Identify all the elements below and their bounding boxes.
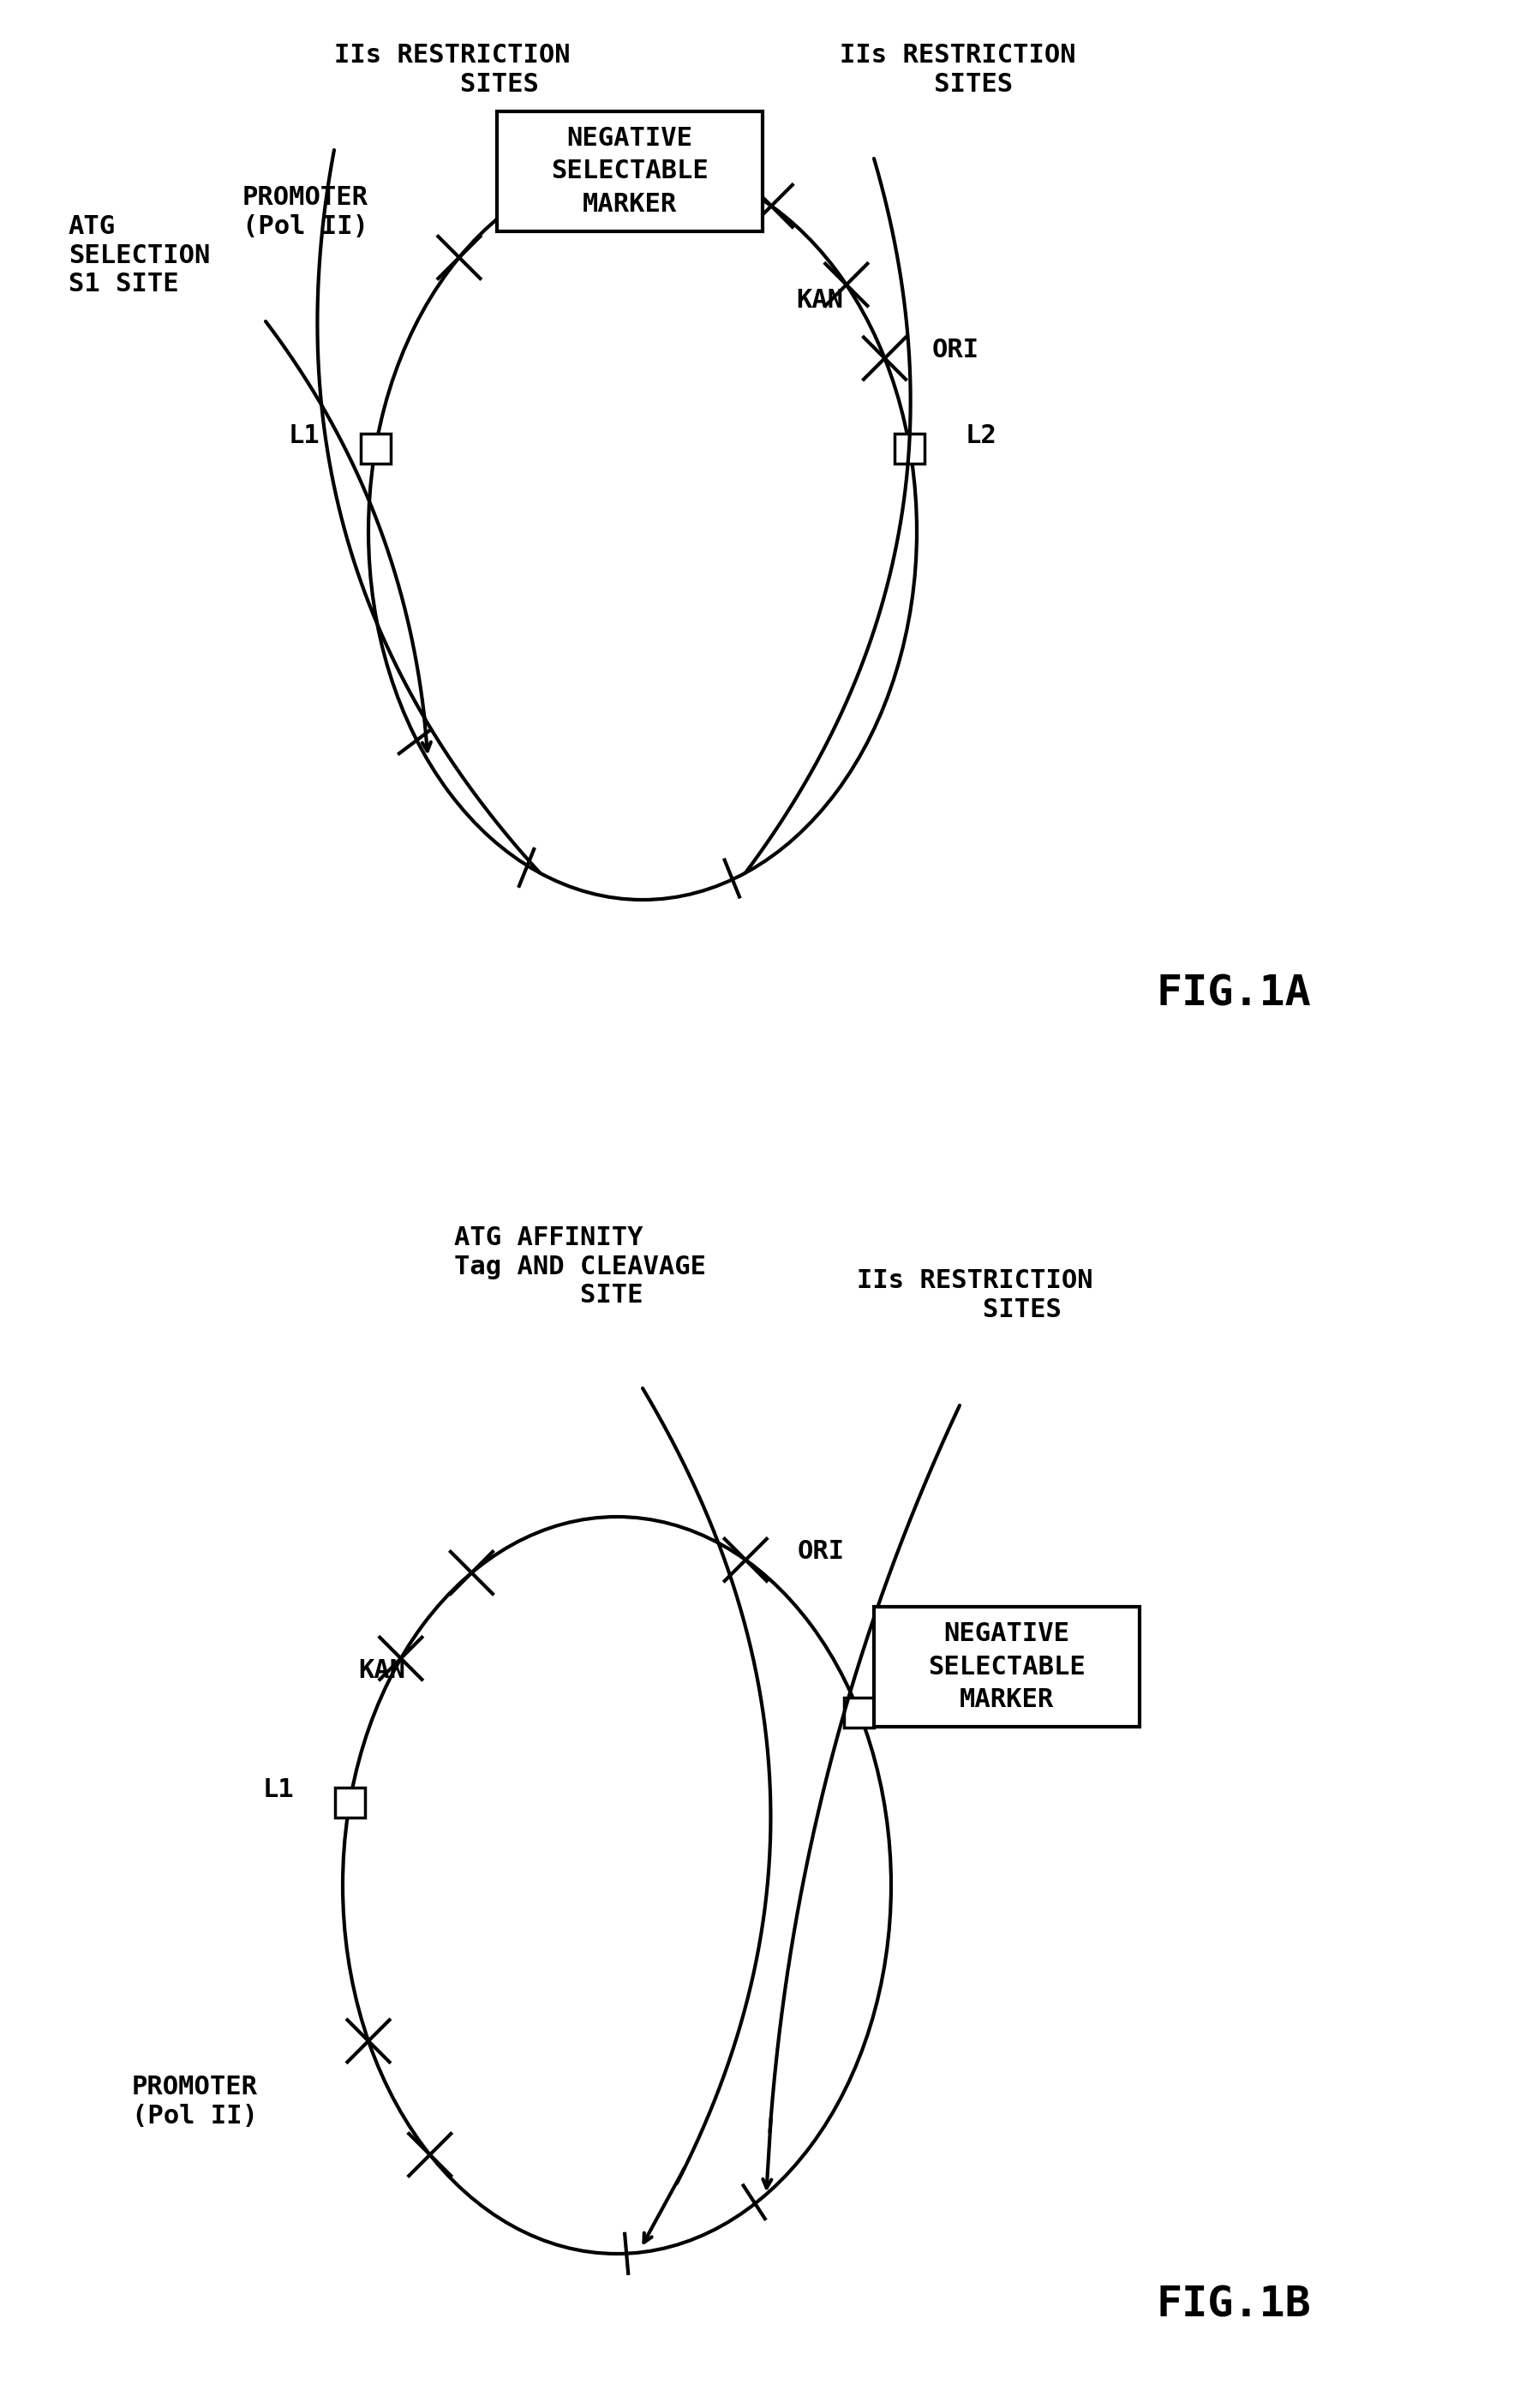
Bar xyxy=(335,1787,365,1818)
Text: IIs RESTRICTION
      SITES: IIs RESTRICTION SITES xyxy=(840,43,1077,96)
Text: ORI: ORI xyxy=(797,1539,844,1563)
Text: ATG AFFINITY
Tag AND CLEAVAGE
        SITE: ATG AFFINITY Tag AND CLEAVAGE SITE xyxy=(454,1226,706,1308)
Text: FIG.1B: FIG.1B xyxy=(1157,2285,1312,2326)
Text: PROMOTER
(Pol II): PROMOTER (Pol II) xyxy=(243,185,369,238)
Bar xyxy=(895,433,924,462)
Text: NEGATIVE
SELECTABLE
MARKER: NEGATIVE SELECTABLE MARKER xyxy=(927,1621,1086,1712)
Text: IIs RESTRICTION
        SITES: IIs RESTRICTION SITES xyxy=(334,43,571,96)
Bar xyxy=(360,433,391,462)
Text: KAN: KAN xyxy=(358,1659,406,1683)
Text: ATG
SELECTION
S1 SITE: ATG SELECTION S1 SITE xyxy=(69,214,211,296)
Text: PROMOTER
(Pol II): PROMOTER (Pol II) xyxy=(132,2076,258,2129)
Text: L2: L2 xyxy=(966,424,997,448)
Text: L2: L2 xyxy=(915,1688,946,1712)
Bar xyxy=(497,111,763,231)
Text: KAN: KAN xyxy=(797,289,844,313)
Text: NEGATIVE
SELECTABLE
MARKER: NEGATIVE SELECTABLE MARKER xyxy=(551,125,709,217)
Bar xyxy=(844,1698,874,1727)
Text: IIs RESTRICTION
        SITES: IIs RESTRICTION SITES xyxy=(857,1269,1094,1322)
Text: L1: L1 xyxy=(263,1777,294,1801)
Bar xyxy=(874,1606,1140,1727)
Text: FIG.1A: FIG.1A xyxy=(1157,973,1312,1014)
Text: ORI: ORI xyxy=(932,337,980,361)
Text: L1: L1 xyxy=(288,424,320,448)
